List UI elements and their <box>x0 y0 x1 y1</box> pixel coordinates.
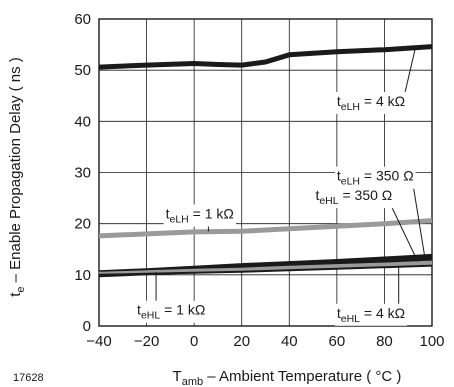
y-tick-label: 0 <box>83 318 91 335</box>
annotation-label-elh_4k: teLH = 4 kΩ <box>337 93 405 113</box>
annotation-label-elh_350: teLH = 350 Ω <box>337 168 414 188</box>
annotation-background <box>334 166 416 189</box>
annotation-label-ehl_1k: teHL = 1 kΩ <box>137 302 205 322</box>
y-tick-label: 20 <box>74 216 91 233</box>
y-tick-labels: 0 10 20 30 40 50 60 <box>74 11 91 335</box>
annotation-background <box>163 204 236 227</box>
y-tick-label: 60 <box>74 11 91 28</box>
annotation-background <box>334 303 408 326</box>
y-tick-label: 10 <box>74 267 91 284</box>
annotation-label-ehl_4k: teHL = 4 kΩ <box>337 305 405 325</box>
y-axis-label: te – Enable Propagation Delay ( ns ) <box>7 57 27 297</box>
x-tick-label: 100 <box>419 333 444 350</box>
annotation-label-ehl_350: teHL = 350 Ω <box>315 187 392 207</box>
plot-frame <box>98 18 433 327</box>
figure-id: 17628 <box>13 372 44 384</box>
series-group <box>98 44 433 278</box>
x-tick-label: −20 <box>134 333 159 350</box>
annotation-background <box>313 186 395 209</box>
series-line-elh_1k <box>98 218 433 239</box>
series-line-elh_4k <box>98 44 433 70</box>
annotation-leader-elh_4k <box>404 48 416 93</box>
y-tick-label: 30 <box>74 165 91 182</box>
x-tick-label: 20 <box>233 333 250 350</box>
x-tick-labels: −40 −20 0 20 40 60 80 100 <box>86 333 444 350</box>
y-tick-label: 50 <box>74 62 91 79</box>
x-tick-label: 80 <box>376 333 393 350</box>
annotation-leader-elh_350 <box>413 188 426 258</box>
x-axis-label: Tamb – Ambient Temperature ( °C ) <box>173 368 402 387</box>
x-tick-label: 0 <box>190 333 198 350</box>
series-line-ehl_1k <box>98 260 433 276</box>
x-tick-label: 40 <box>281 333 298 350</box>
annotation-background <box>334 91 408 114</box>
y-tick-label: 40 <box>74 113 91 130</box>
annotation-leaders <box>155 48 426 304</box>
x-tick-label: −40 <box>86 333 111 350</box>
annotation-label-elh_1k: teLH = 1 kΩ <box>166 206 234 226</box>
x-tick-label: 60 <box>329 333 346 350</box>
series-line-ehl_4k <box>98 264 433 276</box>
annotation-background <box>135 300 208 323</box>
annotation-leader-ehl_350 <box>391 207 419 262</box>
